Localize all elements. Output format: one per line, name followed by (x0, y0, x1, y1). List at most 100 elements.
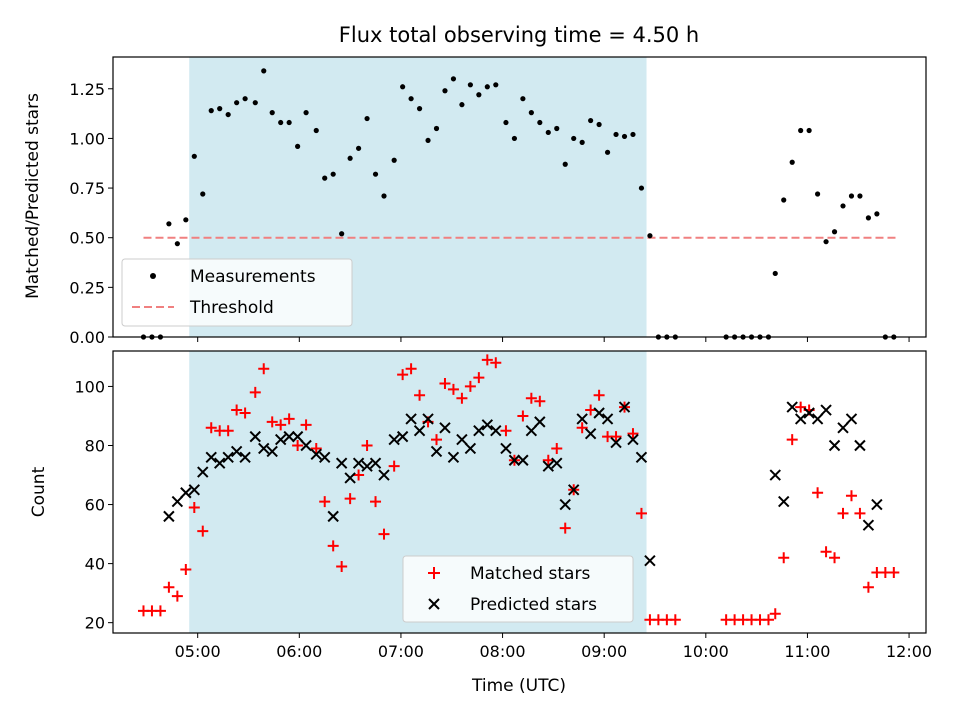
predicted-star-point (180, 487, 192, 499)
matched-star-point (845, 490, 857, 502)
predicted-star-point (786, 401, 798, 413)
predicted-star-point (230, 445, 243, 458)
measurement-point (269, 110, 275, 116)
matched-star-point (481, 354, 493, 366)
measurement-point (242, 96, 248, 102)
measurement-point (562, 161, 568, 167)
matched-star-point (163, 581, 175, 593)
matched-star-point (205, 422, 217, 434)
predicted-star-point (803, 407, 815, 419)
predicted-star-point (820, 404, 832, 416)
predicted-star-point (559, 498, 571, 511)
matched-star-point (361, 439, 373, 451)
matched-star-point (762, 614, 774, 626)
predicted-star-point (534, 416, 546, 428)
measurement-point (286, 119, 292, 126)
legend-matched-label: Matched stars (470, 564, 590, 584)
legend-predicted-label: Predicted stars (470, 595, 597, 615)
measurement-point (874, 211, 880, 217)
predicted-star-point (542, 460, 555, 472)
measurement-point (537, 119, 543, 126)
predicted-star-point (319, 451, 331, 464)
matched-star-point (353, 469, 365, 481)
predicted-star-point (396, 430, 409, 443)
chart-title: Flux total observing time = 4.50 h (339, 23, 699, 47)
predicted-star-point (610, 436, 622, 449)
predicted-star-point (274, 433, 287, 446)
predicted-star-point (249, 430, 261, 443)
measurement-point (554, 125, 560, 132)
measurement-point (174, 241, 180, 247)
measurement-point (425, 137, 431, 144)
y-tick-label: 80 (85, 436, 105, 455)
predicted-star-point (335, 457, 348, 469)
predicted-star-point (473, 425, 485, 437)
predicted-star-point (327, 510, 339, 523)
measurement-point (781, 197, 787, 203)
predicted-star-point (344, 472, 356, 484)
measurement-point (638, 185, 645, 191)
predicted-star-point (500, 442, 512, 455)
bottom-axes-frame (112, 350, 927, 634)
measurement-point (225, 111, 231, 118)
measurement-point (252, 100, 258, 106)
measurement-point (621, 133, 628, 140)
predicted-star-point (405, 413, 417, 425)
matched-star-point (222, 425, 234, 437)
predicted-star-point (456, 433, 468, 446)
measurement-point (208, 108, 214, 114)
predicted-star-point (422, 413, 434, 425)
measurement-point (476, 92, 482, 98)
predicted-star-point (794, 413, 807, 425)
measurement-point (772, 270, 778, 277)
predicted-star-point (205, 451, 217, 464)
measurement-point (191, 153, 197, 159)
matched-star-point (405, 363, 417, 375)
y-tick-label: 20 (85, 614, 105, 633)
matched-stars-points (137, 354, 900, 626)
predicted-star-point (283, 430, 295, 443)
y-tick-label: 100 (74, 377, 105, 396)
predicted-star-point (618, 401, 631, 413)
predicted-star-point (601, 413, 614, 425)
predicted-star-point (430, 445, 443, 458)
top-legend-box (121, 258, 353, 327)
predicted-star-point (871, 498, 883, 511)
measurement-point (806, 127, 812, 134)
measurement-point (831, 229, 838, 235)
predicted-star-point (593, 407, 605, 419)
bottom-x-ticks: 05:00 06:00 07:00 08:00 09:00 10:00 11:00 12:00 (175, 633, 932, 661)
measurement-point (234, 100, 240, 106)
predicted-stars-points (163, 401, 883, 567)
matched-star-point (888, 566, 900, 578)
measurement-point (400, 84, 406, 90)
measurement-point (372, 171, 379, 177)
measurement-point (391, 157, 397, 163)
predicted-star-point (584, 427, 597, 440)
predicted-star-point (258, 442, 270, 455)
matched-star-point (669, 614, 681, 626)
matched-star-point (500, 425, 512, 437)
predicted-star-point (300, 439, 312, 452)
measurement-point (355, 145, 362, 151)
measurement-point (433, 125, 440, 132)
predicted-star-point (862, 519, 875, 531)
matched-star-point (344, 493, 356, 505)
matched-star-point (283, 413, 295, 425)
measurement-point (467, 82, 473, 88)
top-x-ticks (197, 337, 910, 342)
matched-star-point (585, 404, 597, 416)
x-axis-label: Time (UTC) (471, 676, 566, 696)
predicted-star-point (447, 451, 460, 464)
measurement-point (493, 82, 499, 88)
legend-measurements-label: Measurements (190, 267, 316, 287)
y-tick-label: 40 (85, 555, 105, 574)
measurement-point (278, 119, 284, 126)
predicted-star-point (239, 451, 251, 464)
matched-star-point (414, 389, 426, 401)
matched-star-point (336, 561, 348, 573)
matched-star-point (154, 605, 166, 617)
legend-measurements-marker (150, 273, 156, 279)
matched-star-point (525, 392, 537, 404)
